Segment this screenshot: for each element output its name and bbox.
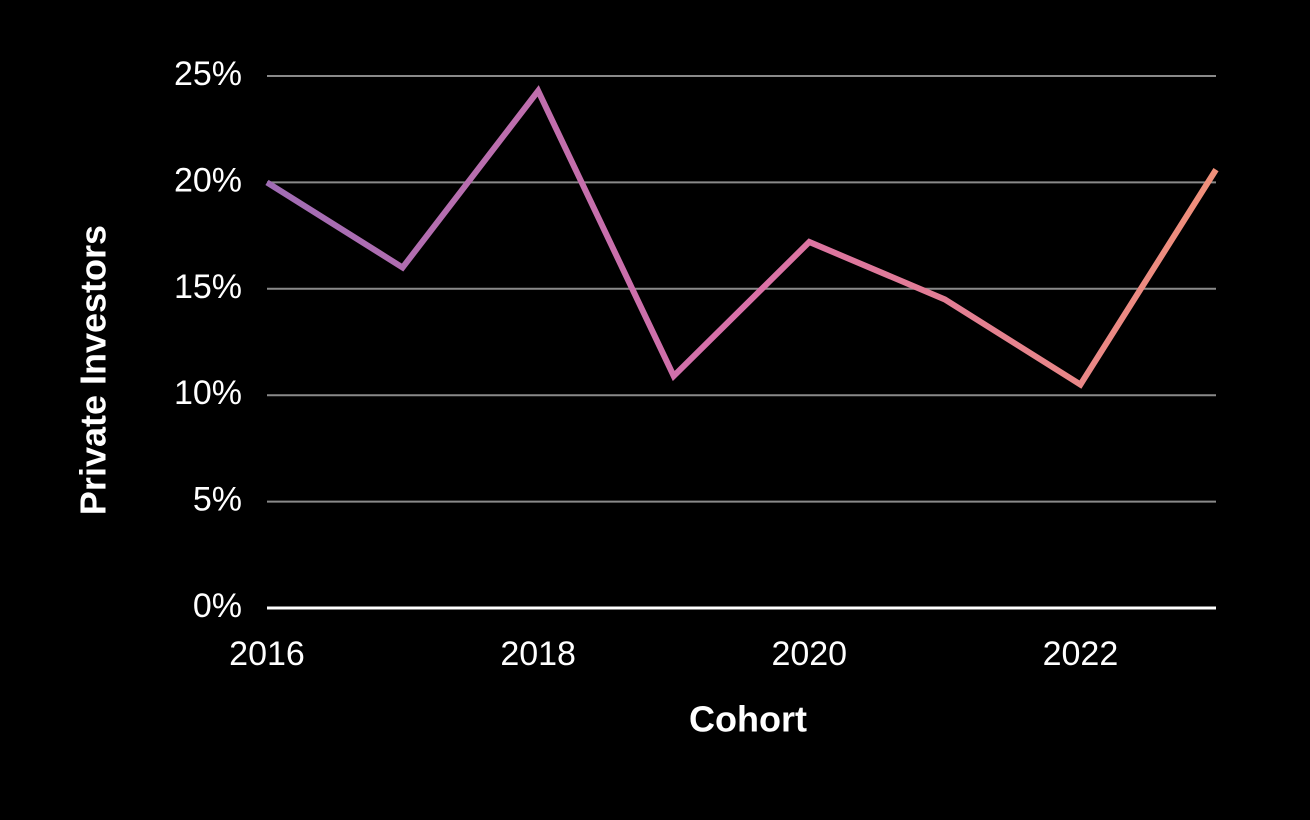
- x-tick-label: 2020: [771, 635, 847, 673]
- y-tick-label: 10%: [174, 374, 242, 412]
- y-tick-label: 5%: [193, 481, 242, 519]
- y-tick-label: 0%: [193, 587, 242, 625]
- x-tick-label: 2018: [500, 635, 576, 673]
- y-tick-label: 15%: [174, 268, 242, 306]
- y-axis-title: Private Investors: [73, 225, 114, 515]
- y-tick-label: 20%: [174, 161, 242, 199]
- y-tick-label: 25%: [174, 55, 242, 93]
- x-tick-label: 2022: [1043, 635, 1119, 673]
- data-line: [265, 85, 1219, 389]
- x-tick-label: 2016: [229, 635, 305, 673]
- x-axis-title: Cohort: [689, 699, 807, 740]
